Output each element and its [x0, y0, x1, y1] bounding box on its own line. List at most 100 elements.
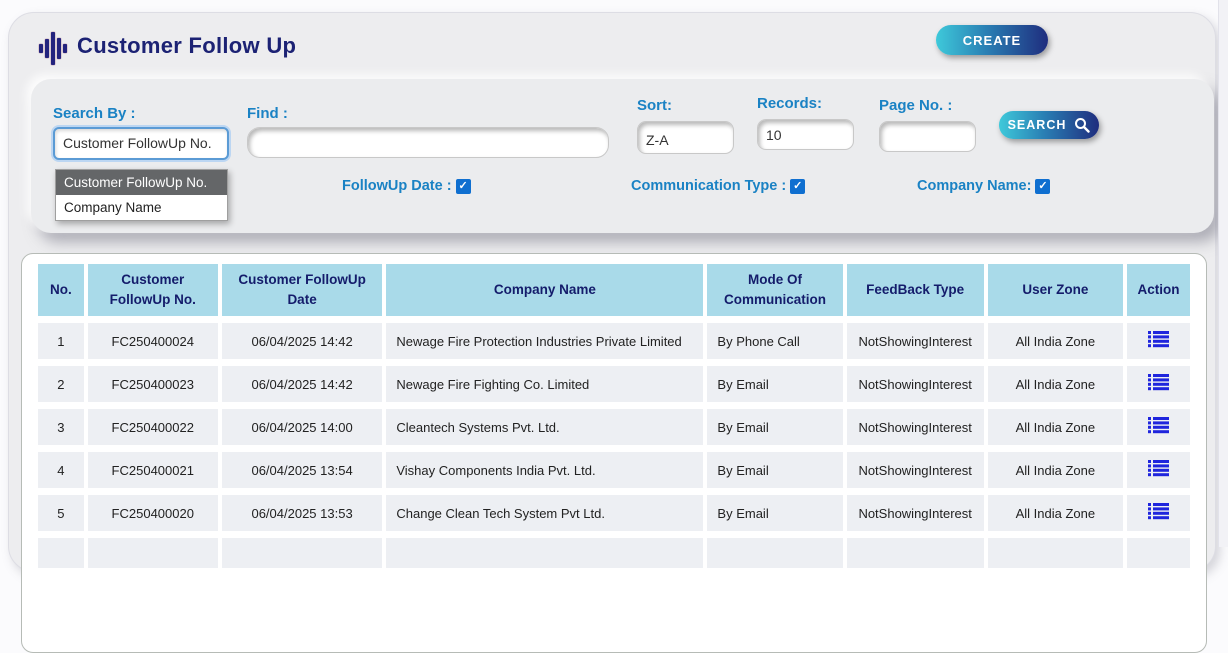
scrollbar[interactable] — [1218, 0, 1228, 547]
search-by-dropdown: Customer FollowUp No. Company Name — [55, 169, 228, 221]
action-list-icon[interactable] — [1147, 374, 1169, 391]
no-cell: 4 — [38, 452, 84, 488]
no-cell: 2 — [38, 366, 84, 402]
find-label: Find : — [247, 105, 288, 122]
table-row: 5 FC250400020 06/04/2025 13:53 Change Clean… — [38, 495, 1190, 531]
followup-date-checkbox-label: FollowUp Date : — [342, 178, 452, 194]
date-cell: 06/04/2025 13:54 — [221, 452, 383, 488]
company-cell: Newage Fire Fighting Co. Limited — [386, 366, 704, 402]
column-header: Mode Of Communication — [707, 264, 843, 316]
no-cell: 5 — [38, 495, 84, 531]
company-name-checkbox-group: Company Name: ✓ — [917, 178, 1051, 194]
no-cell: 1 — [38, 323, 84, 359]
company-cell: Cleantech Systems Pvt. Ltd. — [386, 409, 704, 445]
records-label: Records: — [757, 95, 823, 112]
search-panel: Search By : Customer FollowUp No. Find :… — [31, 79, 1214, 233]
followup-no-cell: FC250400023 — [87, 366, 218, 402]
action-cell — [1126, 366, 1190, 402]
communication-type-checkbox[interactable]: ✓ — [790, 178, 806, 194]
empty-cell — [1126, 538, 1190, 568]
action-cell — [1126, 452, 1190, 488]
no-cell: 3 — [38, 409, 84, 445]
followup-no-cell: FC250400022 — [87, 409, 218, 445]
followup-no-cell: FC250400024 — [87, 323, 218, 359]
table-row: 2 FC250400023 06/04/2025 14:42 Newage Fire … — [38, 366, 1190, 402]
date-cell: 06/04/2025 14:42 — [221, 366, 383, 402]
followup-table-card: No. Customer FollowUp No. Customer FollowU… — [21, 253, 1207, 653]
column-header: FeedBack Type — [846, 264, 984, 316]
zone-cell: All India Zone — [987, 366, 1123, 402]
followup-date-checkbox-group: FollowUp Date : ✓ — [342, 178, 471, 194]
table-row-partial — [38, 538, 1190, 568]
table-row: 3 FC250400022 06/04/2025 14:00 Cleantech Sy… — [38, 409, 1190, 445]
table-row: 1 FC250400024 06/04/2025 14:42 Newage Fire … — [38, 323, 1190, 359]
column-header: Action — [1126, 264, 1190, 316]
table-header-row: No. Customer FollowUp No. Customer FollowU… — [38, 264, 1190, 316]
action-list-icon[interactable] — [1147, 331, 1169, 348]
action-list-icon[interactable] — [1147, 503, 1169, 520]
column-header: Company Name — [386, 264, 704, 316]
followup-no-cell: FC250400021 — [87, 452, 218, 488]
feedback-cell: NotShowingInterest — [846, 366, 984, 402]
communication-type-checkbox-label: Communication Type : — [631, 178, 787, 194]
action-cell — [1126, 409, 1190, 445]
followup-no-cell: FC250400020 — [87, 495, 218, 531]
page-no-label: Page No. : — [879, 97, 953, 114]
zone-cell: All India Zone — [987, 495, 1123, 531]
communication-type-checkbox-group: Communication Type : ✓ — [631, 178, 806, 194]
followup-date-checkbox[interactable]: ✓ — [455, 178, 471, 194]
action-list-icon[interactable] — [1147, 417, 1169, 434]
mode-cell: By Email — [707, 366, 843, 402]
action-cell — [1126, 495, 1190, 531]
feedback-cell: NotShowingInterest — [846, 452, 984, 488]
company-cell: Change Clean Tech System Pvt Ltd. — [386, 495, 704, 531]
sort-select[interactable]: Z-A — [637, 121, 734, 154]
action-cell — [1126, 323, 1190, 359]
action-list-icon[interactable] — [1147, 460, 1169, 477]
date-cell: 06/04/2025 14:00 — [221, 409, 383, 445]
empty-cell — [221, 538, 383, 568]
followup-table: No. Customer FollowUp No. Customer FollowU… — [34, 257, 1194, 575]
zone-cell: All India Zone — [987, 452, 1123, 488]
dropdown-option-company-name[interactable]: Company Name — [64, 200, 162, 215]
dropdown-option-customer-followup-no[interactable]: Customer FollowUp No. — [56, 170, 227, 195]
zone-cell: All India Zone — [987, 409, 1123, 445]
search-icon — [1075, 118, 1091, 133]
company-cell: Vishay Components India Pvt. Ltd. — [386, 452, 704, 488]
date-cell: 06/04/2025 14:42 — [221, 323, 383, 359]
date-cell: 06/04/2025 13:53 — [221, 495, 383, 531]
empty-cell — [846, 538, 984, 568]
search-button-label: SEARCH — [1007, 118, 1067, 132]
table-row: 4 FC250400021 06/04/2025 13:54 Vishay Compo… — [38, 452, 1190, 488]
records-input[interactable] — [757, 119, 854, 150]
page-no-input[interactable] — [879, 121, 976, 152]
title-row: Customer Follow Up CREATE — [9, 13, 1215, 77]
search-button[interactable]: SEARCH — [999, 111, 1099, 139]
feedback-cell: NotShowingInterest — [846, 323, 984, 359]
mode-cell: By Email — [707, 495, 843, 531]
main-panel: Customer Follow Up CREATE Search By : Cu… — [8, 12, 1216, 653]
empty-cell — [987, 538, 1123, 568]
empty-cell — [38, 538, 84, 568]
column-header: Customer FollowUp Date — [221, 264, 383, 316]
page-title: Customer Follow Up — [77, 33, 297, 58]
zone-cell: All India Zone — [987, 323, 1123, 359]
company-name-checkbox[interactable]: ✓ — [1035, 178, 1051, 194]
mode-cell: By Email — [707, 452, 843, 488]
waveform-icon — [35, 31, 71, 65]
column-header: No. — [38, 264, 84, 316]
find-input[interactable] — [247, 127, 609, 158]
company-cell: Newage Fire Protection Industries Privat… — [386, 323, 704, 359]
feedback-cell: NotShowingInterest — [846, 495, 984, 531]
feedback-cell: NotShowingInterest — [846, 409, 984, 445]
create-button[interactable]: CREATE — [936, 25, 1048, 55]
empty-cell — [87, 538, 218, 568]
search-by-label: Search By : — [53, 105, 136, 122]
empty-cell — [386, 538, 704, 568]
sort-label: Sort: — [637, 97, 672, 114]
search-by-select[interactable]: Customer FollowUp No. — [53, 127, 229, 160]
column-header: Customer FollowUp No. — [87, 264, 218, 316]
column-header: User Zone — [987, 264, 1123, 316]
mode-cell: By Phone Call — [707, 323, 843, 359]
empty-cell — [707, 538, 843, 568]
